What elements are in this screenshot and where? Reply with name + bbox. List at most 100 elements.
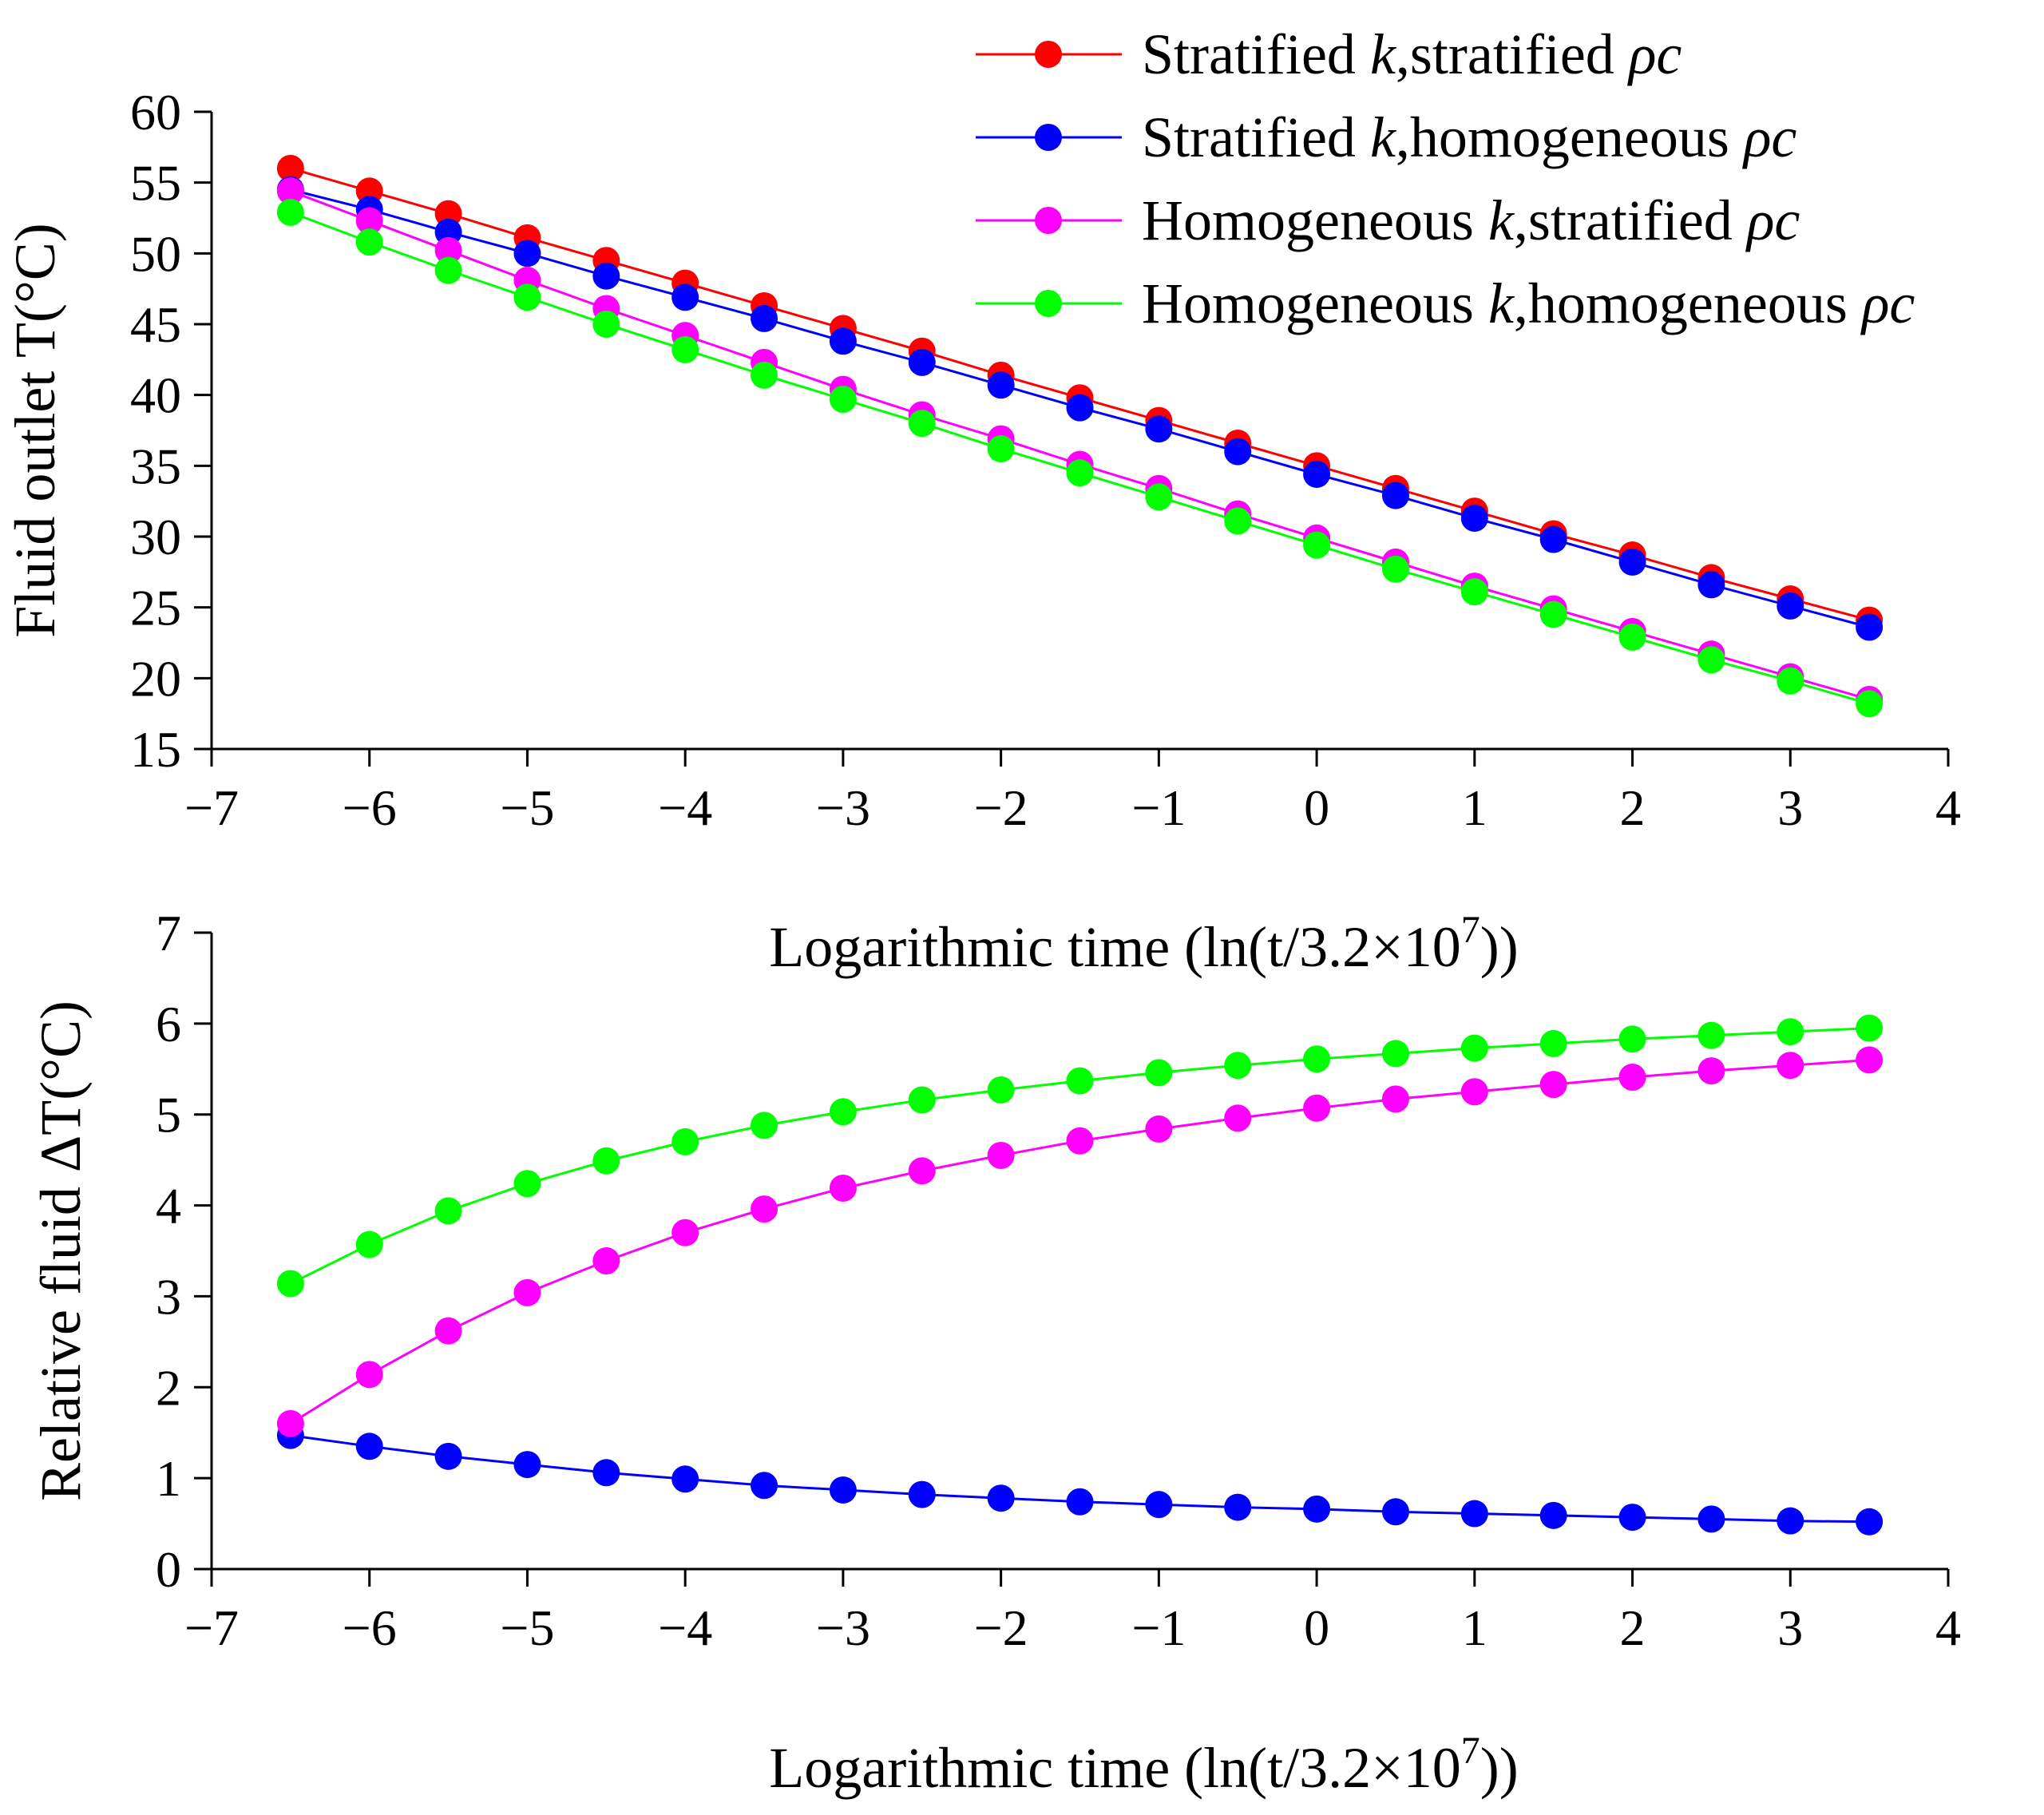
legend-label: Homogeneous k,stratified ρc <box>1142 188 1800 252</box>
data-point <box>355 207 383 235</box>
data-point <box>513 1170 541 1198</box>
data-point <box>592 1247 620 1275</box>
y-tick-label: 4 <box>156 1178 181 1234</box>
panel-bottom-relative-delta-t: 0 1 2 3 4 5 6 7 −7 −6 −5 −4 −3 −2 −1 0 1 2 3 4 Logarithmic t… <box>29 905 1961 1800</box>
data-point <box>513 240 541 267</box>
data-point <box>1856 1014 1884 1042</box>
data-point <box>1460 1500 1488 1528</box>
x-tick-label: 4 <box>1935 1599 1961 1656</box>
x-tick-label: −7 <box>184 779 239 836</box>
data-point <box>1145 483 1173 511</box>
data-point <box>987 435 1015 463</box>
data-point <box>1381 1498 1409 1526</box>
y-tick-label: 25 <box>130 580 181 636</box>
data-point <box>1777 592 1804 620</box>
data-point <box>1224 1052 1252 1080</box>
data-point <box>1618 623 1646 651</box>
data-point <box>1224 1493 1252 1521</box>
x-tick-label: 2 <box>1620 1599 1646 1656</box>
data-point <box>1460 504 1488 532</box>
data-point <box>1618 1504 1646 1532</box>
data-point <box>908 1480 936 1508</box>
data-point <box>1539 1029 1567 1057</box>
data-point <box>1066 1127 1094 1155</box>
legend-marker <box>1035 207 1062 234</box>
x-tick-label: −5 <box>500 779 554 836</box>
data-point <box>1618 1064 1646 1092</box>
data-point <box>1145 1115 1173 1143</box>
y-tick-label: 35 <box>130 438 181 494</box>
data-point <box>829 1174 857 1202</box>
legend-marker <box>1035 290 1062 317</box>
data-point <box>1618 548 1646 576</box>
data-point <box>829 385 857 413</box>
x-tick-label: 4 <box>1935 779 1961 836</box>
data-point <box>434 1317 462 1345</box>
data-point <box>1539 600 1567 628</box>
data-point <box>355 1230 383 1258</box>
data-point <box>1856 1046 1884 1074</box>
data-point <box>987 1141 1015 1169</box>
y-tick-label: 6 <box>156 996 181 1052</box>
x-tick-label: 0 <box>1304 1599 1329 1656</box>
x-tick-label: −4 <box>658 779 712 836</box>
x-tick-label: 0 <box>1304 779 1329 836</box>
data-point <box>671 1465 699 1493</box>
legend: Stratified k,stratified ρc Stratified k,h… <box>976 22 1915 335</box>
data-point <box>434 1197 462 1225</box>
data-point <box>908 348 936 376</box>
x-tick-label: −1 <box>1131 1599 1186 1656</box>
data-point <box>434 256 462 284</box>
data-point <box>1303 531 1331 559</box>
data-point <box>1303 1495 1331 1523</box>
data-point <box>1856 1508 1884 1536</box>
data-point <box>276 154 304 182</box>
y-axis-title: Fluid outlet T(°C) <box>3 223 67 637</box>
data-point <box>355 228 383 256</box>
x-tick-label: −1 <box>1131 779 1186 836</box>
data-point <box>1224 438 1252 466</box>
data-point <box>355 1433 383 1460</box>
data-point <box>1777 1507 1804 1535</box>
data-point <box>276 177 304 205</box>
data-point <box>1066 394 1094 422</box>
x-tick-label: −3 <box>816 779 870 836</box>
data-point <box>513 1451 541 1479</box>
data-point <box>592 262 620 290</box>
data-point <box>1856 690 1884 718</box>
y-tick-label: 55 <box>130 155 181 212</box>
data-point <box>1303 1045 1331 1073</box>
y-tick-label: 5 <box>156 1087 181 1143</box>
data-point <box>1697 571 1725 599</box>
x-tick-label: −6 <box>343 779 397 836</box>
data-point <box>1224 507 1252 535</box>
x-tick-label: −5 <box>500 1599 554 1656</box>
data-point <box>1381 555 1409 583</box>
data-point <box>1066 1488 1094 1516</box>
data-point <box>751 1112 778 1139</box>
data-point <box>276 198 304 226</box>
data-point <box>434 1442 462 1470</box>
data-point <box>987 371 1015 399</box>
x-tick-label: −6 <box>343 1599 397 1656</box>
x-tick-label: −2 <box>974 1599 1028 1656</box>
data-point <box>1303 1094 1331 1122</box>
data-point <box>671 335 699 363</box>
x-tick-label: −3 <box>816 1599 870 1656</box>
data-point <box>1539 1501 1567 1529</box>
data-point <box>1777 667 1804 695</box>
data-point <box>592 1459 620 1487</box>
data-point <box>513 283 541 311</box>
panel-top-outlet-temperature: 15 20 25 30 35 40 45 50 55 60 −7 −6 −5 −4 −3 −2 −1 0 1 2 3 4 L… <box>3 84 1961 979</box>
data-point <box>1777 1018 1804 1046</box>
data-point <box>751 1472 778 1500</box>
y-tick-label: 7 <box>156 905 181 961</box>
data-point <box>1777 1052 1804 1080</box>
data-point <box>1460 578 1488 606</box>
data-point <box>751 361 778 389</box>
y-tick-label: 0 <box>156 1541 181 1598</box>
data-point <box>1145 1491 1173 1519</box>
y-tick-label: 3 <box>156 1268 181 1325</box>
data-point <box>1381 481 1409 509</box>
